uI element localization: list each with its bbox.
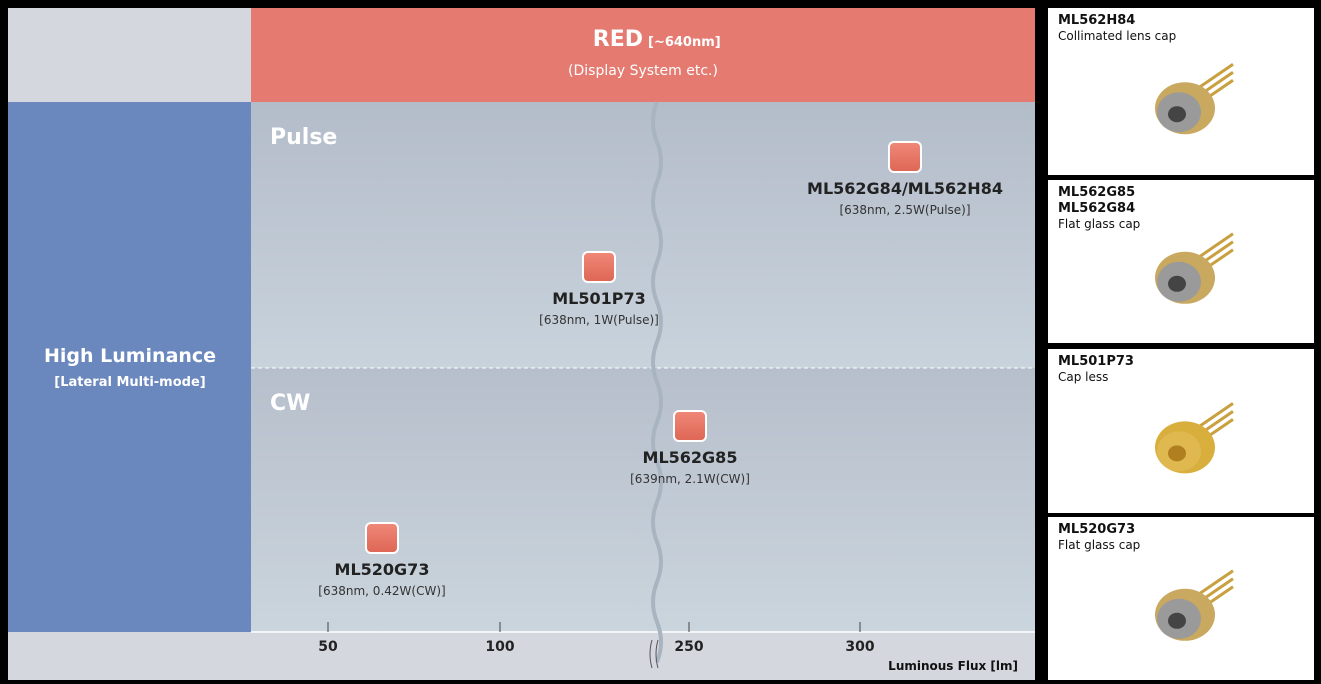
category-column [8, 102, 251, 632]
card-name: ML501P73 [1058, 354, 1134, 369]
page: RED [~640nm] (Display System etc.) High … [0, 0, 1321, 680]
product-name: ML520G73 [335, 560, 430, 579]
section-label: Pulse [270, 125, 337, 150]
card-cap: Collimated lens cap [1058, 29, 1176, 43]
card-name: ML562H84 [1058, 13, 1135, 28]
product-marker [366, 523, 398, 553]
product-name: ML562G85 [643, 448, 738, 467]
product-marker [889, 142, 921, 172]
product-marker [583, 252, 615, 282]
red-header [251, 8, 1035, 102]
product-name: ML501P73 [552, 289, 646, 308]
card-cap: Cap less [1058, 370, 1108, 384]
diode-window [1168, 613, 1186, 629]
product-spec: [638nm, 1W(Pulse)] [539, 313, 659, 327]
lineup-diagram: RED [~640nm] (Display System etc.) High … [0, 0, 1321, 680]
tick-label: 300 [845, 639, 874, 655]
axis-label: Luminous Flux [lm] [888, 659, 1018, 673]
tick-label: 250 [674, 639, 703, 655]
diode-window [1168, 445, 1186, 461]
card-name: ML520G73 [1058, 522, 1135, 537]
product-spec: [638nm, 0.42W(CW)] [318, 584, 445, 598]
header-range: [~640nm] [648, 35, 721, 50]
tick-label: 50 [318, 639, 338, 655]
section-label: CW [270, 391, 310, 416]
tick-label: 100 [485, 639, 514, 655]
header-subtitle: (Display System etc.) [568, 63, 718, 79]
card-cap: Flat glass cap [1058, 538, 1140, 552]
product-name: ML562G84/ML562H84 [807, 179, 1003, 198]
card-name: ML562G84 [1058, 201, 1135, 216]
axis-band [8, 632, 1035, 680]
product-marker [674, 411, 706, 441]
product-spec: [639nm, 2.1W(CW)] [630, 472, 750, 486]
diode-window [1168, 276, 1186, 292]
corner-cell [8, 8, 251, 102]
card-name: ML562G85 [1058, 185, 1135, 200]
header-title: RED [593, 27, 643, 52]
card-cap: Flat glass cap [1058, 217, 1140, 231]
product-spec: [638nm, 2.5W(Pulse)] [839, 203, 970, 217]
category-title: High Luminance [44, 345, 216, 367]
category-subtitle: [Lateral Multi-mode] [54, 375, 205, 390]
diode-window [1168, 106, 1186, 122]
